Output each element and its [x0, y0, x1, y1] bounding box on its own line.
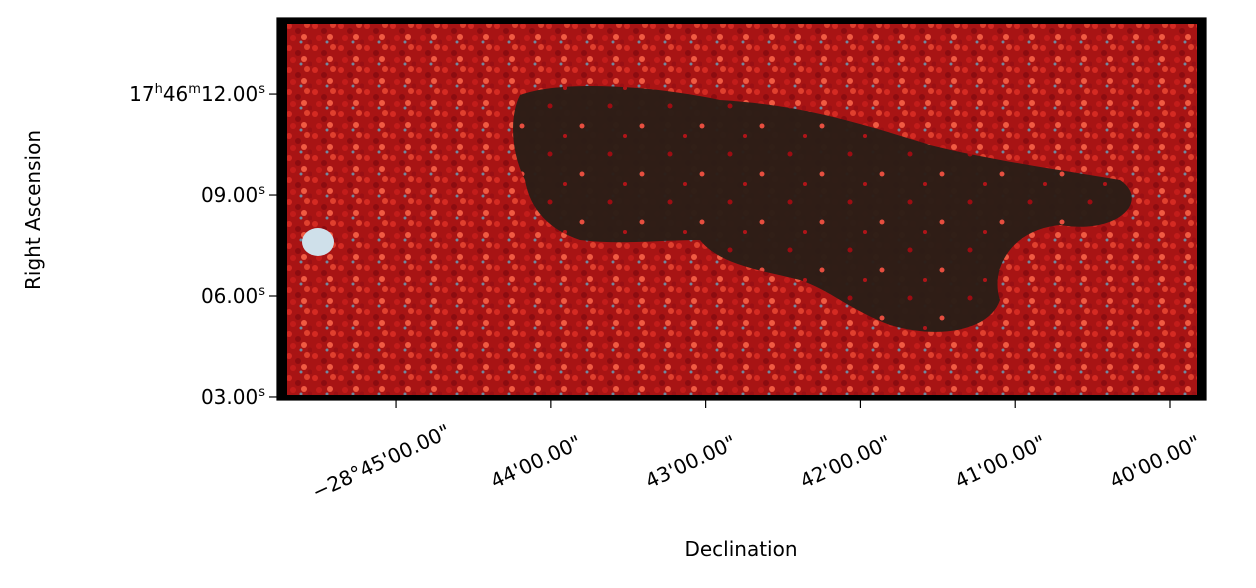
plot-frame — [276, 17, 1207, 401]
x-tick-label: 41'00.00" — [951, 430, 1049, 493]
x-axis-label: Declination — [684, 537, 797, 561]
x-tick-label: 43'00.00" — [641, 430, 739, 493]
y-tick-label: 09.00s — [201, 183, 265, 207]
x-tick-label: 42'00.00" — [796, 430, 894, 493]
y-tick-label: 03.00s — [201, 385, 265, 409]
x-tick-label: 40'00.00" — [1106, 430, 1204, 493]
y-tick-label: 06.00s — [201, 284, 265, 308]
image — [277, 18, 1206, 400]
y-tick-label: 17h46m12.00s — [129, 82, 265, 106]
x-tick-label: −28°45'00.00" — [308, 419, 454, 504]
x-tick-label: 44'00.00" — [487, 430, 585, 493]
y-axis-label: Right Ascension — [21, 130, 45, 290]
